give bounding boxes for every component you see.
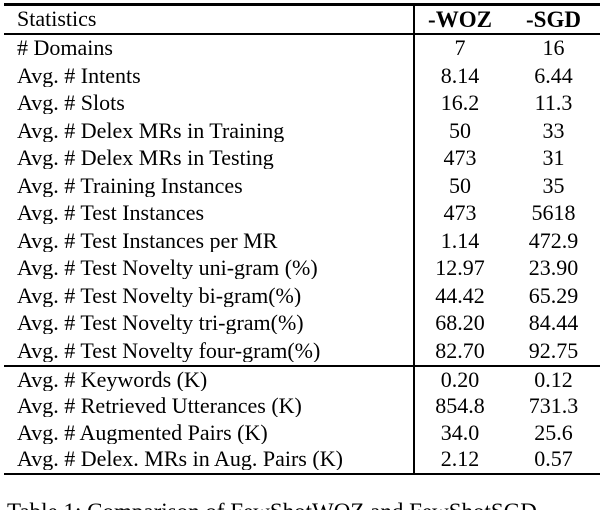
row-label: Avg. # Augmented Pairs (K) [17, 421, 268, 444]
woz-value: 12.97 [435, 255, 485, 281]
row-label: Avg. # Delex. MRs in Aug. Pairs (K) [17, 448, 343, 471]
row-label: Avg. # Test Novelty four-gram(%) [17, 339, 321, 362]
table-bottom-rule [4, 472, 600, 475]
woz-value: 16.2 [440, 90, 480, 116]
row-label: Avg. # Test Instances [17, 202, 205, 225]
sgd-value: 35 [542, 172, 565, 198]
row-label: Avg. # Slots [17, 92, 125, 115]
row-label: Avg. # Keywords (K) [17, 368, 208, 391]
table-row: Avg. # Test Novelty bi-gram(%) 44.42 65.29 [4, 282, 600, 310]
table-row: Avg. # Keywords (K) 0.20 0.12 [4, 367, 600, 394]
row-label: Avg. # Training Instances [17, 174, 243, 197]
sgd-value: 31 [542, 145, 565, 171]
woz-value: 2.12 [440, 446, 480, 472]
table-row: Avg. # Delex MRs in Training 50 33 [4, 117, 600, 145]
row-label: Avg. # Intents [17, 64, 141, 87]
table-row: Avg. # Test Instances per MR 1.14 472.9 [4, 227, 600, 255]
sgd-value: 33 [542, 117, 565, 143]
table-top-rule [4, 3, 600, 6]
statistics-table: Statistics -WOZ -SGD # Domains 7 16 Avg. # … [4, 3, 600, 475]
sgd-value: 0.12 [534, 366, 573, 392]
sgd-value: 23.90 [528, 255, 579, 281]
woz-value: 7 [454, 35, 466, 61]
woz-value: 34.0 [440, 419, 480, 445]
table-header-rule [4, 32, 600, 35]
header-statistics: Statistics [17, 8, 97, 30]
woz-value: 473 [443, 145, 477, 171]
table-row: Avg. # Test Novelty tri-gram(%) 68.20 84.4… [4, 310, 600, 338]
woz-value: 68.20 [435, 310, 485, 336]
woz-value: 854.8 [435, 393, 485, 419]
woz-value: 8.14 [440, 62, 480, 88]
table-row: # Domains 7 16 [4, 35, 600, 63]
table-section-dataset-stats: # Domains 7 16 Avg. # Intents 8.14 6.44 Avg. #… [4, 35, 600, 365]
table-row: Avg. # Delex. MRs in Aug. Pairs (K) 2.12 0… [4, 446, 600, 473]
table-row: Avg. # Test Instances 473 5618 [4, 200, 600, 228]
table-row: Avg. # Test Novelty four-gram(%) 82.70 92.… [4, 337, 600, 365]
sgd-value: 65.29 [528, 282, 579, 308]
row-label: Avg. # Test Novelty bi-gram(%) [17, 284, 302, 307]
table-caption: Table 1: Comparison of FewShotWOZ and Fe… [7, 499, 606, 510]
header-sgd: -SGD [526, 6, 581, 32]
row-label: Avg. # Delex MRs in Testing [17, 147, 274, 170]
table-row: Avg. # Delex MRs in Testing 473 31 [4, 145, 600, 173]
row-label: Avg. # Retrieved Utterances (K) [17, 395, 302, 418]
sgd-value: 84.44 [528, 310, 579, 336]
row-label: # Domains [17, 37, 113, 60]
sgd-value: 11.3 [534, 90, 573, 116]
woz-value: 473 [443, 200, 477, 226]
woz-value: 50 [449, 117, 471, 143]
table-row: Avg. # Intents 8.14 6.44 [4, 62, 600, 90]
sgd-value: 25.6 [534, 419, 573, 445]
column-divider-rule [413, 3, 415, 475]
sgd-value: 6.44 [534, 62, 573, 88]
woz-value: 82.70 [435, 337, 485, 363]
header-woz: -WOZ [428, 6, 492, 32]
woz-value: 1.14 [440, 227, 480, 253]
table-mid-rule [4, 364, 600, 367]
sgd-value: 92.75 [528, 337, 579, 363]
sgd-value: 5618 [531, 200, 576, 226]
sgd-value: 472.9 [528, 227, 579, 253]
sgd-value: 731.3 [528, 393, 579, 419]
row-label: Avg. # Test Novelty uni-gram (%) [17, 257, 318, 280]
sgd-value: 0.57 [534, 446, 573, 472]
woz-value: 44.42 [435, 282, 485, 308]
table-header-row: Statistics -WOZ -SGD [4, 6, 600, 33]
table-row: Avg. # Training Instances 50 35 [4, 172, 600, 200]
table-row: Avg. # Test Novelty uni-gram (%) 12.97 23.… [4, 255, 600, 283]
woz-value: 0.20 [440, 366, 480, 392]
table-row: Avg. # Augmented Pairs (K) 34.0 25.6 [4, 420, 600, 447]
table-section-augmentation-stats: Avg. # Keywords (K) 0.20 0.12 Avg. # Retrie… [4, 367, 600, 473]
row-label: Avg. # Test Novelty tri-gram(%) [17, 312, 304, 335]
row-label: Avg. # Delex MRs in Training [17, 119, 285, 142]
table-row: Avg. # Retrieved Utterances (K) 854.8 731.… [4, 393, 600, 420]
woz-value: 50 [449, 172, 471, 198]
row-label: Avg. # Test Instances per MR [17, 229, 278, 252]
table-row: Avg. # Slots 16.2 11.3 [4, 90, 600, 118]
sgd-value: 16 [542, 35, 565, 61]
